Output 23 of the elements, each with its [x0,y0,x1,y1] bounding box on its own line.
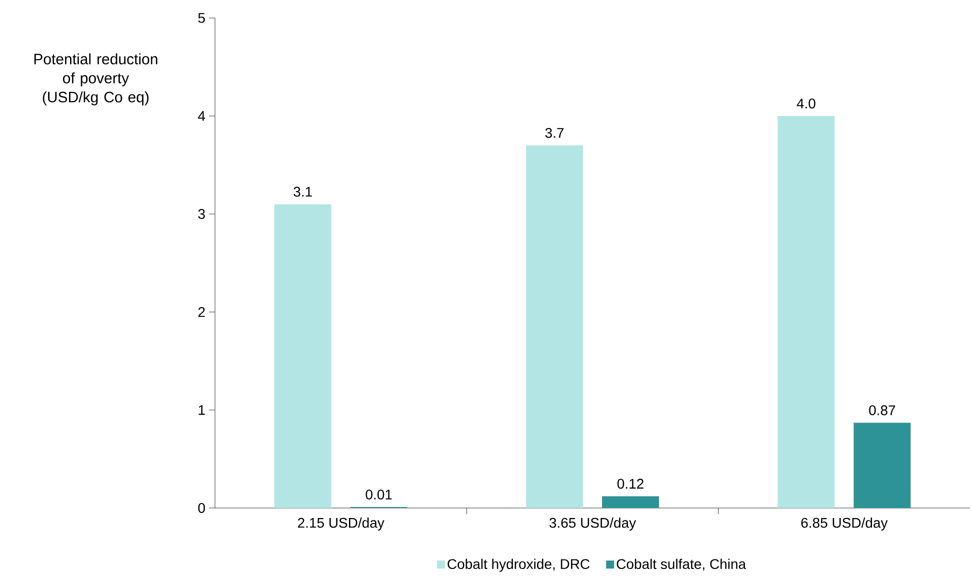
bar [274,204,332,508]
y-tick-label: 2 [198,307,205,317]
data-label: 0.01 [366,490,392,500]
y-axis-title: Potential reduction of poverty (USD/kg Co eq) [34,53,158,106]
bar [526,145,584,508]
data-label: 0.87 [869,405,896,416]
data-label: 0.12 [617,478,644,489]
y-tick-label: 4 [198,111,206,121]
y-tick-label: 1 [198,405,205,415]
data-label: 3.1 [294,186,312,197]
bar [778,116,835,508]
y-tick-label: 0 [198,503,205,513]
legend-label: Cobalt sulfate, China [616,558,746,571]
y-tick-label: 5 [198,13,205,23]
bar [602,496,660,508]
bar [854,422,911,508]
x-tick-label: 2.15 USD/day [298,518,384,531]
data-label: 4.0 [796,98,816,108]
y-tick-label: 3 [198,209,205,219]
x-tick-label: 6.85 USD/day [801,518,888,531]
x-tick-label: 3.65 USD/day [549,518,636,531]
legend-label: Cobalt hydroxide, DRC [448,558,590,572]
data-label: 3.7 [545,128,564,138]
